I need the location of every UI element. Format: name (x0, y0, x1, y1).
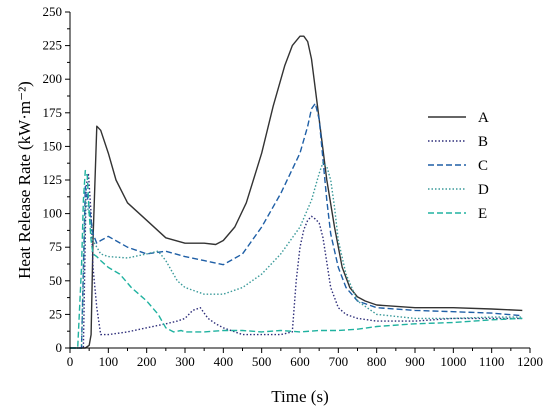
y-tick-label: 50 (49, 273, 62, 288)
x-tick-label: 1000 (440, 354, 466, 369)
x-tick-label: 100 (99, 354, 119, 369)
y-tick-label: 75 (49, 239, 62, 254)
legend-label-a: A (478, 110, 489, 126)
x-tick-label: 600 (290, 354, 310, 369)
x-axis-title: Time (s) (271, 387, 328, 406)
y-tick-label: 250 (43, 4, 63, 19)
series-line-c (70, 102, 523, 349)
x-ticks: 0 100 200 300 400 500 600 700 800 900 1000 1100 1200 (67, 348, 543, 369)
x-tick-label: 1100 (479, 354, 505, 369)
x-tick-label: 800 (367, 354, 387, 369)
legend-label-d: D (478, 182, 489, 198)
x-tick-label: 900 (405, 354, 425, 369)
series-line-b (70, 172, 523, 349)
x-tick-label: 500 (252, 354, 272, 369)
y-tick-label: 125 (43, 172, 63, 187)
y-ticks: 0 25 50 75 100 125 150 175 200 225 250 (43, 4, 70, 355)
y-axis-title: Heat Release Rate (kW·m⁻²) (15, 81, 34, 279)
legend-label-c: C (478, 158, 488, 174)
y-tick-label: 225 (43, 38, 63, 53)
series-line-a (70, 35, 523, 349)
x-tick-label: 1200 (517, 354, 543, 369)
x-tick-label: 300 (175, 354, 195, 369)
y-tick-label: 100 (43, 206, 63, 221)
y-tick-label: 200 (43, 71, 63, 86)
x-tick-label: 200 (137, 354, 157, 369)
legend-label-e: E (478, 206, 487, 222)
x-tick-label: 700 (329, 354, 349, 369)
series-line-d (70, 161, 523, 349)
y-tick-label: 25 (49, 306, 62, 321)
x-tick-label: 0 (67, 354, 74, 369)
y-tick-label: 175 (43, 105, 63, 120)
y-tick-label: 150 (43, 138, 63, 153)
y-tick-label: 0 (56, 340, 63, 355)
x-tick-label: 400 (214, 354, 234, 369)
legend-label-b: B (478, 134, 488, 150)
plot-lines (70, 35, 523, 349)
axes (69, 12, 530, 349)
series-line-e (70, 169, 523, 349)
